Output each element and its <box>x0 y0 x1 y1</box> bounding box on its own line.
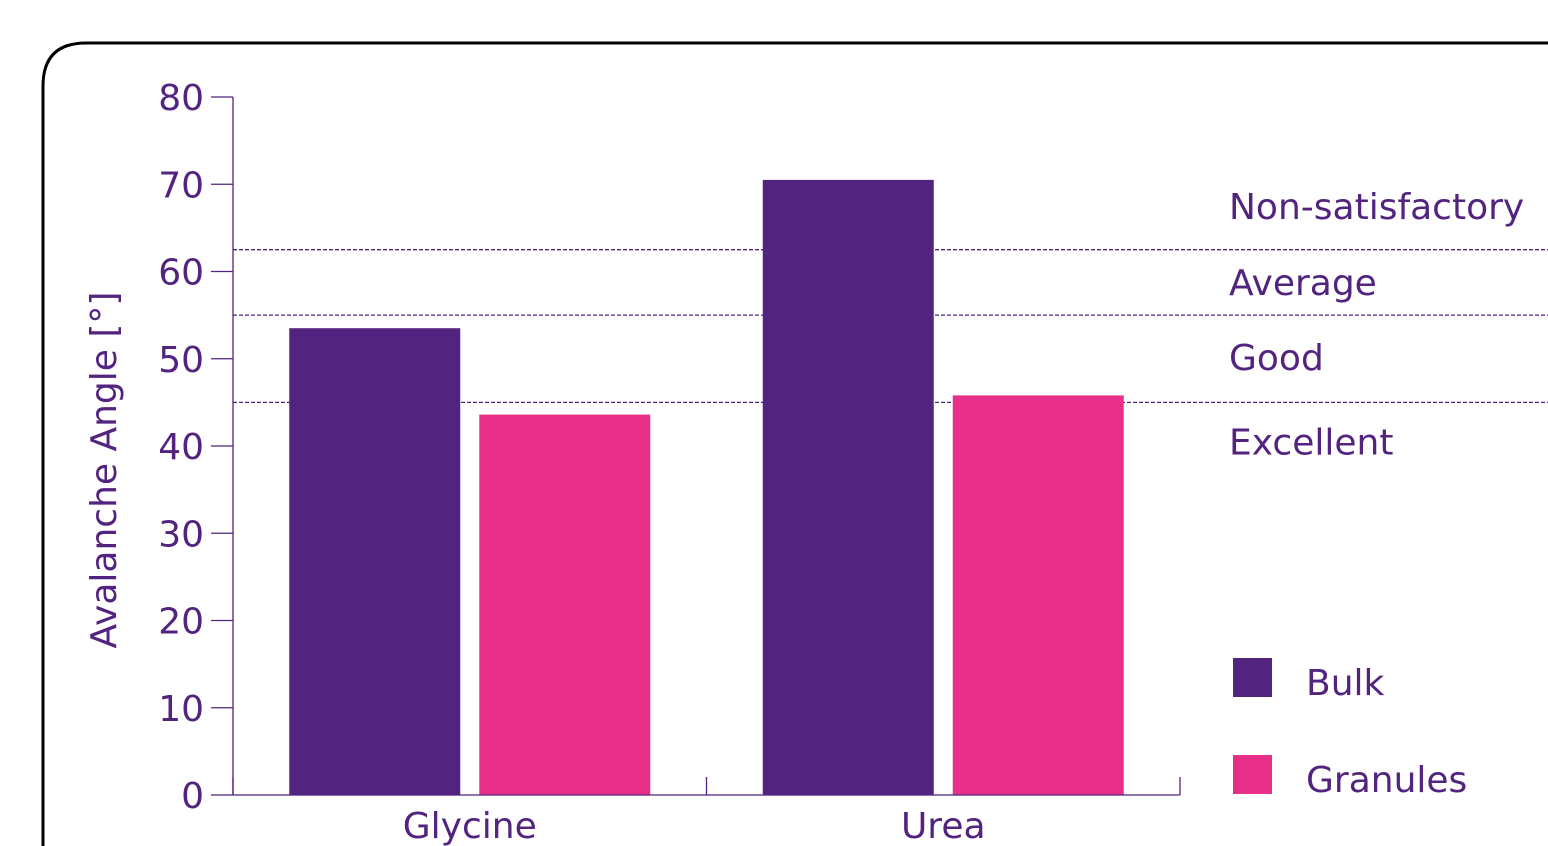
zone-label: Non-satisfactory <box>1229 187 1524 228</box>
zone-label: Average <box>1229 263 1377 304</box>
y-axis-label: Avalanche Angle [°] <box>84 292 125 649</box>
legend-swatch <box>1233 755 1272 794</box>
legend-label: Granules <box>1306 760 1467 801</box>
y-tick-label: 50 <box>158 340 204 381</box>
y-tick-label: 80 <box>158 78 204 119</box>
y-tick-label: 10 <box>158 689 204 730</box>
legend-swatch <box>1233 658 1272 697</box>
zone-label: Good <box>1229 338 1324 379</box>
bars <box>289 179 1124 795</box>
legend: Bulk Granules <box>1233 658 1467 801</box>
y-tick-label: 60 <box>158 253 204 294</box>
y-tick-label: 70 <box>158 165 204 206</box>
bar-granules-urea <box>952 395 1124 795</box>
legend-label: Bulk <box>1306 663 1385 704</box>
zone-label: Excellent <box>1229 423 1393 464</box>
x-tick-label: Urea <box>901 806 986 846</box>
y-tick-label: 40 <box>158 427 204 468</box>
x-tick-label: Glycine <box>403 806 537 846</box>
bar-granules-glycine <box>479 414 651 795</box>
zone-labels: Non-satisfactory Average Good Excellent <box>1229 187 1524 464</box>
y-tick-label: 20 <box>158 602 204 643</box>
bar-bulk-glycine <box>289 328 461 795</box>
bar-bulk-urea <box>762 179 934 795</box>
y-ticks: 0 10 20 30 40 50 60 70 80 <box>158 78 233 817</box>
y-tick-label: 0 <box>181 776 204 817</box>
y-tick-label: 30 <box>158 514 204 555</box>
x-ticks: Glycine Urea <box>232 777 1181 846</box>
chart-frame <box>41 41 1548 846</box>
